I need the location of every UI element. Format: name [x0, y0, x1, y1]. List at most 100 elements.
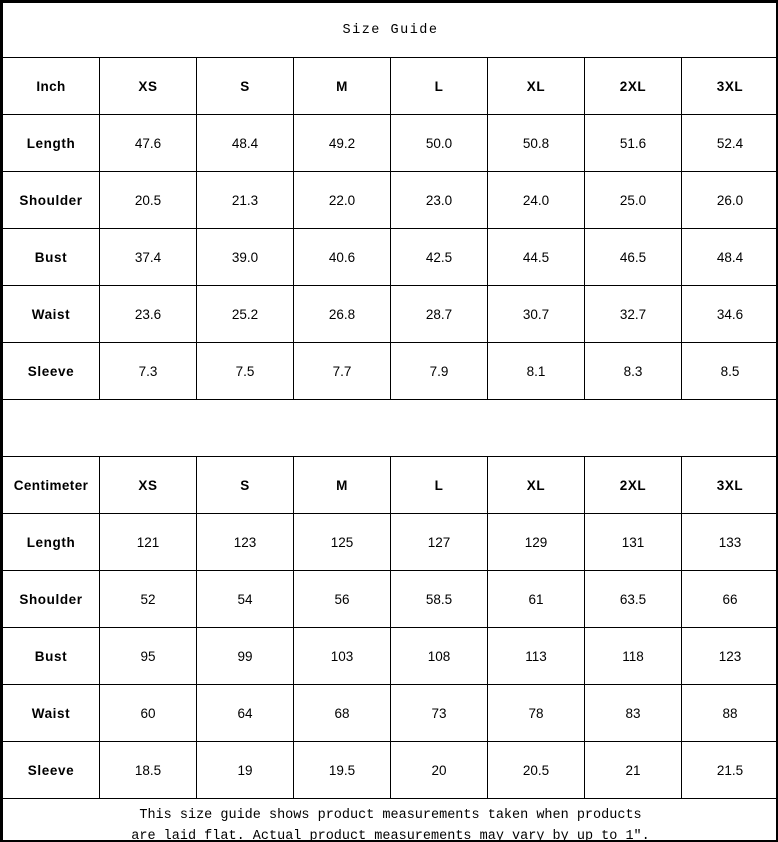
cell-shoulder-xs-inch: 20.5 [99, 171, 197, 229]
title-row: Size Guide [2, 2, 776, 58]
cell-length-3xl-cm: 133 [680, 513, 776, 571]
size-header-2xl: 2XL [584, 57, 682, 115]
cell-bust-s-inch: 39.0 [196, 228, 294, 286]
table-row: Length 121 123 125 127 129 131 133 [2, 513, 776, 571]
unit-label-centimeter: Centimeter [2, 456, 100, 514]
footer-note-line-2: are laid flat. Actual product measuremen… [131, 828, 650, 842]
cell-bust-l-cm: 108 [390, 627, 488, 685]
cell-bust-l-inch: 42.5 [390, 228, 488, 286]
footer-note: This size guide shows product measuremen… [2, 798, 776, 842]
cell-shoulder-s-cm: 54 [196, 570, 294, 628]
page-title: Size Guide [2, 2, 776, 58]
cell-sleeve-s-inch: 7.5 [196, 342, 294, 400]
cell-sleeve-m-cm: 19.5 [293, 741, 391, 799]
cell-sleeve-xl-cm: 20.5 [487, 741, 585, 799]
cell-sleeve-xl-inch: 8.1 [487, 342, 585, 400]
measure-label-shoulder-inch: Shoulder [2, 171, 100, 229]
cell-waist-3xl-cm: 88 [680, 684, 776, 742]
cell-shoulder-l-cm: 58.5 [390, 570, 488, 628]
cell-bust-2xl-cm: 118 [584, 627, 682, 685]
cell-shoulder-2xl-inch: 25.0 [584, 171, 682, 229]
cell-sleeve-l-cm: 20 [390, 741, 488, 799]
cell-waist-xs-inch: 23.6 [99, 285, 197, 343]
cell-shoulder-s-inch: 21.3 [196, 171, 294, 229]
table-row: Bust 37.4 39.0 40.6 42.5 44.5 46.5 48.4 [2, 228, 776, 286]
measure-label-length-inch: Length [2, 114, 100, 172]
cell-sleeve-l-inch: 7.9 [390, 342, 488, 400]
cell-sleeve-xs-inch: 7.3 [99, 342, 197, 400]
cell-length-s-inch: 48.4 [196, 114, 294, 172]
table-row: Bust 95 99 103 108 113 118 123 [2, 627, 776, 685]
size-header-m-cm: M [293, 456, 391, 514]
cell-bust-2xl-inch: 46.5 [584, 228, 682, 286]
cell-waist-s-inch: 25.2 [196, 285, 294, 343]
table-spacer-cell [2, 399, 776, 457]
cell-shoulder-2xl-cm: 63.5 [584, 570, 682, 628]
cell-waist-m-cm: 68 [293, 684, 391, 742]
cell-shoulder-3xl-cm: 66 [680, 570, 776, 628]
cell-waist-l-inch: 28.7 [390, 285, 488, 343]
cell-bust-xs-cm: 95 [99, 627, 197, 685]
cell-sleeve-2xl-inch: 8.3 [584, 342, 682, 400]
table-row: Waist 60 64 68 73 78 83 88 [2, 684, 776, 742]
cell-sleeve-3xl-cm: 21.5 [680, 741, 776, 799]
size-header-3xl-cm: 3XL [680, 456, 776, 514]
cell-length-2xl-inch: 51.6 [584, 114, 682, 172]
cell-length-3xl-inch: 52.4 [680, 114, 776, 172]
cell-waist-xl-inch: 30.7 [487, 285, 585, 343]
cell-sleeve-m-inch: 7.7 [293, 342, 391, 400]
cell-shoulder-xl-cm: 61 [487, 570, 585, 628]
measure-label-sleeve-cm: Sleeve [2, 741, 100, 799]
cell-bust-3xl-inch: 48.4 [680, 228, 776, 286]
cell-shoulder-xl-inch: 24.0 [487, 171, 585, 229]
table-spacer-row [2, 399, 776, 457]
measure-label-bust-cm: Bust [2, 627, 100, 685]
size-header-s-cm: S [196, 456, 294, 514]
table-row: Sleeve 7.3 7.5 7.7 7.9 8.1 8.3 8.5 [2, 342, 776, 400]
cell-shoulder-l-inch: 23.0 [390, 171, 488, 229]
cell-bust-xl-inch: 44.5 [487, 228, 585, 286]
cell-waist-xl-cm: 78 [487, 684, 585, 742]
cell-shoulder-xs-cm: 52 [99, 570, 197, 628]
cell-length-m-cm: 125 [293, 513, 391, 571]
table-row: Shoulder 20.5 21.3 22.0 23.0 24.0 25.0 2… [2, 171, 776, 229]
unit-label-inch: Inch [2, 57, 100, 115]
cell-sleeve-3xl-inch: 8.5 [680, 342, 776, 400]
table-row: Waist 23.6 25.2 26.8 28.7 30.7 32.7 34.6 [2, 285, 776, 343]
cell-length-xl-inch: 50.8 [487, 114, 585, 172]
size-header-xl: XL [487, 57, 585, 115]
cell-length-2xl-cm: 131 [584, 513, 682, 571]
size-header-l-cm: L [390, 456, 488, 514]
table-row: Sleeve 18.5 19 19.5 20 20.5 21 21.5 [2, 741, 776, 799]
measure-label-sleeve-inch: Sleeve [2, 342, 100, 400]
size-header-xs: XS [99, 57, 197, 115]
size-header-m: M [293, 57, 391, 115]
cell-bust-s-cm: 99 [196, 627, 294, 685]
cell-shoulder-3xl-inch: 26.0 [680, 171, 776, 229]
cell-waist-s-cm: 64 [196, 684, 294, 742]
size-header-2xl-cm: 2XL [584, 456, 682, 514]
footer-note-line-1: This size guide shows product measuremen… [139, 808, 642, 824]
table-row: Length 47.6 48.4 49.2 50.0 50.8 51.6 52.… [2, 114, 776, 172]
cell-bust-xl-cm: 113 [487, 627, 585, 685]
table-row: Shoulder 52 54 56 58.5 61 63.5 66 [2, 570, 776, 628]
cell-sleeve-xs-cm: 18.5 [99, 741, 197, 799]
cell-waist-2xl-inch: 32.7 [584, 285, 682, 343]
cell-shoulder-m-inch: 22.0 [293, 171, 391, 229]
cell-length-l-cm: 127 [390, 513, 488, 571]
size-header-3xl: 3XL [680, 57, 776, 115]
size-header-xs-cm: XS [99, 456, 197, 514]
footer-note-row: This size guide shows product measuremen… [2, 798, 776, 842]
cell-bust-xs-inch: 37.4 [99, 228, 197, 286]
cell-sleeve-2xl-cm: 21 [584, 741, 682, 799]
size-header-xl-cm: XL [487, 456, 585, 514]
cell-shoulder-m-cm: 56 [293, 570, 391, 628]
cell-waist-2xl-cm: 83 [584, 684, 682, 742]
measure-label-waist-cm: Waist [2, 684, 100, 742]
size-header-l: L [390, 57, 488, 115]
measure-label-bust-inch: Bust [2, 228, 100, 286]
cell-length-m-inch: 49.2 [293, 114, 391, 172]
